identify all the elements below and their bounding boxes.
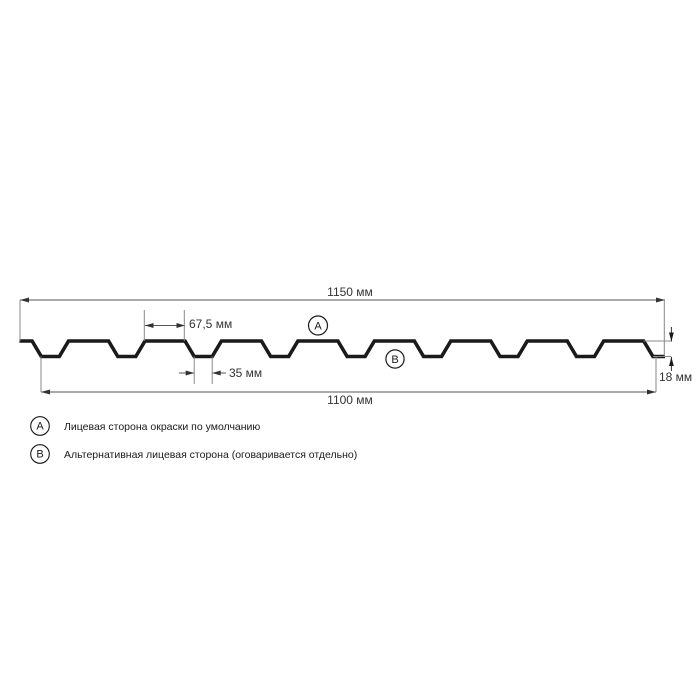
svg-text:B: B (391, 354, 398, 366)
svg-text:35 мм: 35 мм (229, 366, 262, 380)
svg-text:18 мм: 18 мм (659, 370, 692, 384)
svg-text:67,5 мм: 67,5 мм (189, 317, 232, 331)
svg-text:Альтернативная лицевая сторона: Альтернативная лицевая сторона (оговарив… (64, 449, 357, 461)
svg-text:1100 мм: 1100 мм (327, 393, 373, 407)
svg-text:B: B (36, 449, 43, 461)
svg-text:1150 мм: 1150 мм (327, 285, 373, 299)
svg-text:Лицевая сторона окраски по умо: Лицевая сторона окраски по умолчанию (64, 421, 260, 433)
svg-text:A: A (36, 421, 44, 433)
svg-text:A: A (314, 320, 322, 332)
